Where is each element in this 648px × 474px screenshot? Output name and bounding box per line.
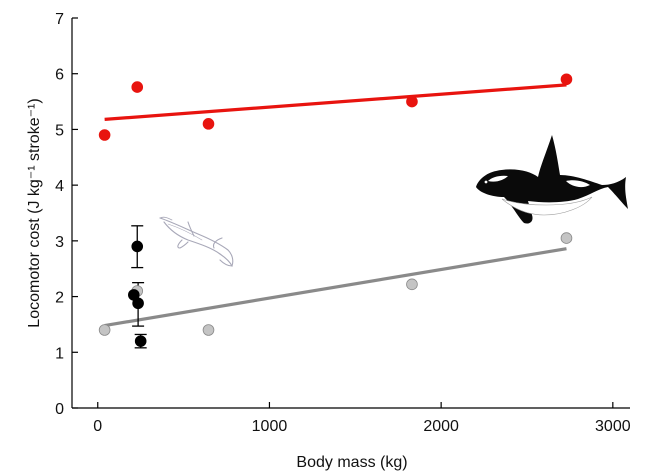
y-tick-label: 2 (55, 290, 64, 307)
x-tick-label: 3000 (595, 418, 631, 435)
data-points (98, 73, 573, 347)
y-tick-label: 0 (55, 401, 64, 418)
x-tick-label: 1000 (252, 418, 288, 435)
orca-icon (476, 135, 628, 224)
y-tick-label: 6 (55, 67, 64, 84)
data-point-s0-1 (131, 81, 144, 93)
data-point-s0-2 (202, 118, 215, 130)
x-axis-label: Body mass (kg) (296, 454, 407, 471)
axes: 0 1 2 3 4 5 6 7 0 1000 2000 3000 (55, 11, 631, 435)
data-point-s0-0 (98, 129, 111, 141)
x-tick-label: 2000 (423, 418, 459, 435)
fit-line-1 (104, 247, 567, 328)
fit-line-0 (104, 83, 567, 121)
data-point-s1-3 (406, 278, 418, 291)
data-point-s0-3 (406, 95, 418, 108)
y-tick-label: 3 (55, 234, 64, 251)
dolphin-icon (159, 216, 234, 267)
data-point-s0-4 (560, 73, 573, 86)
data-point-s1-4 (560, 232, 573, 244)
y-axis-label: Locomotor cost (J kg⁻¹ stroke⁻¹) (26, 98, 43, 327)
data-point-s2-2 (132, 297, 144, 310)
y-tick-label: 4 (55, 178, 64, 195)
y-tick-label: 5 (55, 122, 64, 139)
data-point-s1-0 (98, 324, 111, 336)
x-tick-label: 0 (93, 418, 102, 435)
data-point-s2-0 (131, 240, 144, 253)
fit-lines (104, 83, 567, 328)
y-tick-label: 1 (55, 345, 64, 362)
y-tick-label: 7 (55, 11, 64, 28)
data-point-s1-2 (202, 324, 215, 336)
data-point-s2-3 (134, 335, 147, 347)
